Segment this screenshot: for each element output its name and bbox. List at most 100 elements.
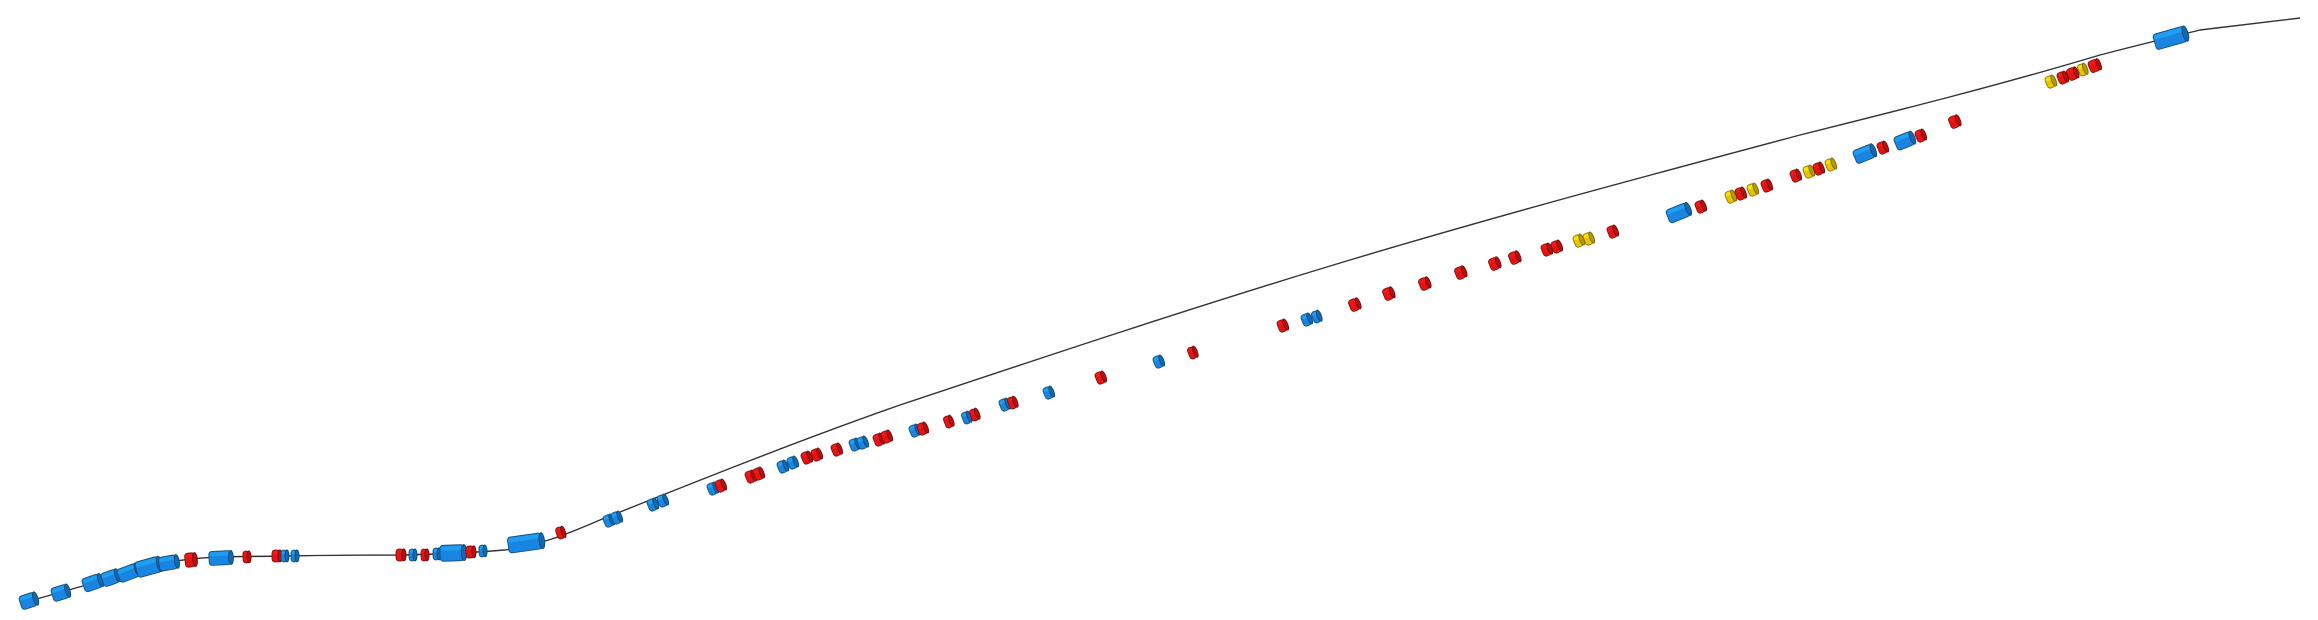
quadrupole-end-cap — [1100, 370, 1108, 383]
dipole-highlight — [1301, 314, 1308, 320]
dipole-magnet — [646, 497, 660, 512]
quadrupole-magnet — [420, 548, 430, 562]
dipole-highlight — [117, 564, 136, 574]
dipole-magnet — [776, 459, 790, 474]
sextupole-magnet — [1824, 157, 1838, 172]
quadrupole-highlight — [272, 550, 279, 555]
dipole-magnet — [507, 532, 546, 554]
dipole-highlight — [508, 534, 541, 543]
sextupole-highlight — [2045, 76, 2052, 82]
quadrupole-end-cap — [401, 548, 407, 562]
quadrupole-highlight — [873, 434, 880, 440]
quadrupole-magnet — [2066, 66, 2080, 81]
dipole-highlight — [1853, 145, 1872, 155]
dipole-magnet — [157, 554, 180, 572]
quadrupole-end-cap — [1700, 199, 1708, 212]
quadrupole-end-cap — [1920, 128, 1928, 141]
sextupole-highlight — [1583, 233, 1590, 239]
quadrupole-magnet — [1276, 318, 1290, 333]
dipole-highlight — [657, 495, 664, 501]
quadrupole-highlight — [396, 549, 403, 554]
dipole-magnet — [290, 549, 300, 563]
quadrupole-magnet — [1187, 345, 1199, 360]
quadrupole-highlight — [2057, 72, 2064, 78]
dipole-highlight — [440, 545, 463, 551]
quadrupole-magnet — [752, 466, 766, 481]
quadrupole-magnet — [1694, 199, 1708, 214]
quadrupole-magnet — [1094, 370, 1108, 385]
dipole-highlight — [777, 461, 784, 467]
sextupole-highlight — [1747, 184, 1754, 190]
dipole-highlight — [159, 555, 176, 563]
quadrupole-magnet — [1508, 250, 1522, 265]
quadrupole-magnet — [1812, 161, 1826, 176]
dipole-end-cap — [173, 554, 180, 569]
quadrupole-highlight — [917, 423, 924, 429]
quadrupole-highlight — [831, 444, 838, 450]
quadrupole-highlight — [745, 471, 752, 477]
quadrupole-end-cap — [471, 545, 477, 559]
dipole-magnet — [408, 548, 418, 562]
quadrupole-highlight — [1877, 142, 1884, 148]
dipole-highlight — [1894, 132, 1911, 142]
quadrupole-magnet — [1454, 265, 1468, 280]
quadrupole-highlight — [1383, 288, 1391, 294]
dipole-magnet — [1042, 385, 1056, 400]
dipole-highlight — [1666, 204, 1687, 215]
quadrupole-highlight — [1949, 116, 1957, 122]
quadrupole-end-cap — [1795, 168, 1803, 181]
quadrupole-highlight — [1813, 163, 1820, 169]
quadrupole-end-cap — [720, 478, 728, 491]
quadrupole-end-cap — [2072, 66, 2080, 79]
dipole-highlight — [1153, 356, 1160, 362]
dipole-highlight — [2154, 27, 2184, 40]
sextupole-magnet — [2077, 62, 2089, 77]
quadrupole-end-cap — [1954, 114, 1962, 127]
quadrupole-highlight — [2067, 68, 2075, 74]
dipole-end-cap — [1158, 354, 1166, 367]
quadrupole-end-cap — [560, 525, 567, 539]
quadrupole-end-cap — [1191, 345, 1199, 358]
dipole-highlight — [647, 499, 654, 505]
dipole-magnet — [50, 583, 72, 602]
dipole-magnet — [208, 550, 234, 566]
quadrupole-end-cap — [836, 442, 844, 455]
sextupole-highlight — [1573, 235, 1580, 241]
quadrupole-magnet — [1876, 140, 1890, 155]
sextupole-magnet — [1746, 182, 1760, 197]
sextupole-end-cap — [2050, 74, 2058, 87]
quadrupole-magnet — [242, 550, 252, 564]
dipole-magnet — [478, 544, 488, 558]
dipole-end-cap — [64, 583, 72, 598]
dipole-highlight — [849, 439, 856, 445]
dipole-magnet — [961, 410, 973, 425]
quadrupole-highlight — [1541, 244, 1548, 250]
quadrupole-highlight — [1915, 130, 1922, 136]
quadrupole-magnet — [943, 414, 955, 429]
quadrupole-end-cap — [1766, 178, 1774, 191]
dipole-magnet — [2152, 25, 2190, 50]
quadrupole-highlight — [811, 449, 818, 455]
quadrupole-end-cap — [1282, 318, 1290, 331]
dipole-magnet — [1300, 312, 1314, 327]
quadrupole-magnet — [800, 450, 814, 465]
dipole-end-cap — [1869, 143, 1878, 158]
dipole-highlight — [82, 575, 99, 584]
sextupole-end-cap — [1752, 182, 1760, 195]
quadrupole-end-cap — [758, 466, 766, 479]
sextupole-end-cap — [2081, 62, 2089, 75]
quadrupole-highlight — [801, 452, 808, 458]
sextupole-magnet — [1802, 164, 1816, 179]
dipole-end-cap — [412, 548, 418, 562]
sextupole-magnet — [1572, 233, 1586, 248]
dipole-magnet — [602, 513, 616, 528]
dipole-magnet — [1893, 130, 1917, 151]
quadrupole-end-cap — [947, 414, 955, 427]
dipole-end-cap — [2181, 25, 2190, 42]
quadrupole-magnet — [184, 552, 198, 568]
sextupole-highlight — [1825, 159, 1832, 165]
quadrupole-highlight — [1509, 252, 1517, 258]
dipole-highlight — [787, 457, 794, 463]
quadrupole-end-cap — [1388, 286, 1396, 299]
